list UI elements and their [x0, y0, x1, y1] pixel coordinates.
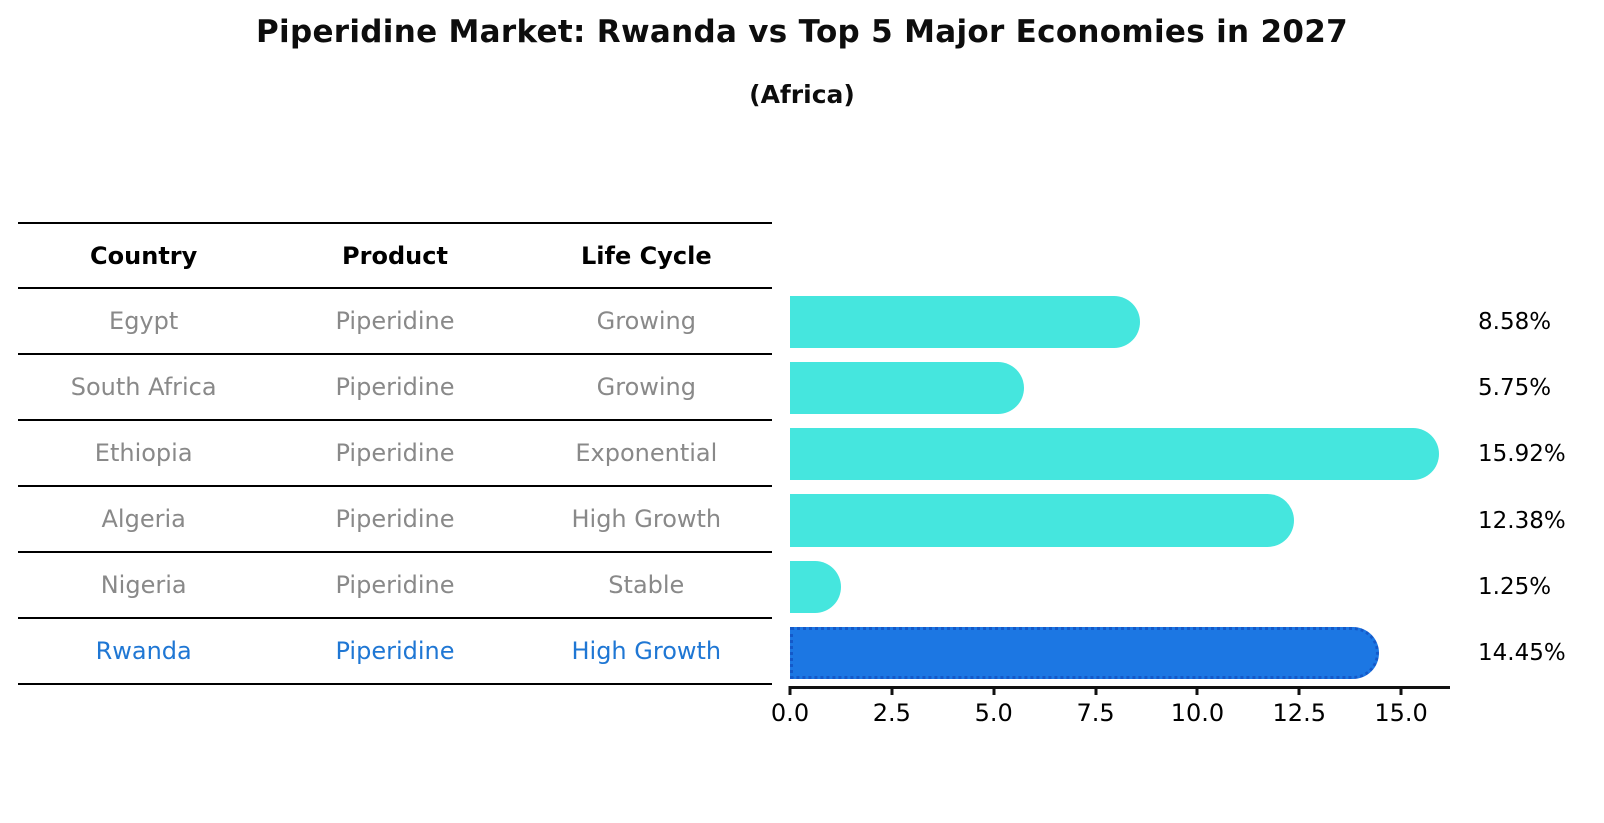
- cell-product: Piperidine: [335, 439, 455, 467]
- cell-country: Egypt: [109, 307, 179, 335]
- cell-country: South Africa: [70, 373, 217, 401]
- x-axis-tick: [1297, 686, 1301, 695]
- table-header-lifecycle: Life Cycle: [581, 241, 712, 270]
- x-axis-tick: [1195, 686, 1199, 695]
- bar-row-south-africa: 5.75%: [790, 355, 1551, 421]
- bar-value-label-south-africa: 5.75%: [1478, 375, 1552, 402]
- x-axis-tick-label: 7.5: [1076, 699, 1115, 727]
- table-header-product: Product: [342, 241, 448, 270]
- table-row-algeria: Algeria Piperidine High Growth: [18, 487, 772, 553]
- cell-product: Piperidine: [335, 637, 455, 665]
- bar-algeria: [790, 494, 1295, 547]
- chart-title: Piperidine Market: Rwanda vs Top 5 Major…: [256, 14, 1348, 50]
- x-axis-tick-label: 12.5: [1272, 699, 1326, 727]
- cell-lifecycle: Exponential: [575, 439, 718, 467]
- cell-country: Nigeria: [100, 571, 187, 599]
- cell-product: Piperidine: [335, 307, 455, 335]
- x-axis-tick: [992, 686, 996, 695]
- x-axis-tick-label: 10.0: [1170, 699, 1225, 727]
- bar-rwanda-highlighted: [790, 626, 1379, 679]
- bar-value-label-nigeria: 1.25%: [1478, 573, 1552, 600]
- cell-lifecycle: Growing: [596, 307, 696, 335]
- bar-nigeria: [790, 560, 841, 613]
- cell-lifecycle: Stable: [608, 571, 685, 599]
- x-axis-tick-label: 2.5: [872, 699, 911, 727]
- bar-plot: 8.58% 5.75% 15.92% 12.38% 1.25% 14.45% 0…: [771, 289, 1566, 727]
- bar-value-label-ethiopia: 15.92%: [1478, 441, 1566, 468]
- x-axis-tick: [788, 686, 792, 695]
- bar-value-label-egypt: 8.58%: [1478, 309, 1552, 336]
- x-axis-tick: [890, 686, 894, 695]
- bar-row-rwanda: 14.45%: [790, 620, 1566, 686]
- chart-subtitle: (Africa): [749, 80, 855, 109]
- bar-row-egypt: 8.58%: [790, 289, 1551, 355]
- bar-row-nigeria: 1.25%: [790, 554, 1551, 620]
- cell-lifecycle: High Growth: [571, 505, 722, 533]
- bar-value-label-rwanda: 14.45%: [1478, 639, 1566, 666]
- cell-lifecycle: High Growth: [571, 637, 722, 665]
- x-axis-tick-label: 15.0: [1374, 699, 1428, 727]
- table-row-nigeria: Nigeria Piperidine Stable: [18, 553, 772, 619]
- bar-row-algeria: 12.38%: [790, 487, 1566, 553]
- cell-country: Algeria: [101, 505, 186, 533]
- bar-egypt: [790, 296, 1140, 349]
- x-axis-tick-label: 5.0: [974, 699, 1013, 727]
- bar-south-africa: [790, 362, 1025, 415]
- x-axis-tick: [1094, 686, 1098, 695]
- cell-country: Ethiopia: [94, 439, 193, 467]
- cell-country: Rwanda: [95, 637, 192, 665]
- table-header-row: Country Product Life Cycle: [18, 224, 772, 289]
- cell-product: Piperidine: [335, 505, 455, 533]
- bar-ethiopia: [790, 428, 1439, 481]
- cell-product: Piperidine: [335, 373, 455, 401]
- table-header-country: Country: [90, 241, 198, 270]
- cell-lifecycle: Growing: [596, 373, 696, 401]
- table-row-south-africa: South Africa Piperidine Growing: [18, 355, 772, 421]
- bar-value-label-algeria: 12.38%: [1478, 507, 1566, 534]
- table-row-egypt: Egypt Piperidine Growing: [18, 289, 772, 355]
- country-table: Country Product Life Cycle Egypt Piperid…: [18, 222, 772, 685]
- x-axis-tick: [1399, 686, 1403, 695]
- table-row-ethiopia: Ethiopia Piperidine Exponential: [18, 421, 772, 487]
- cell-product: Piperidine: [335, 571, 455, 599]
- x-axis-tick-label: 0.0: [770, 699, 810, 727]
- bar-row-ethiopia: 15.92%: [790, 421, 1566, 487]
- table-row-rwanda: Rwanda Piperidine High Growth: [18, 619, 772, 685]
